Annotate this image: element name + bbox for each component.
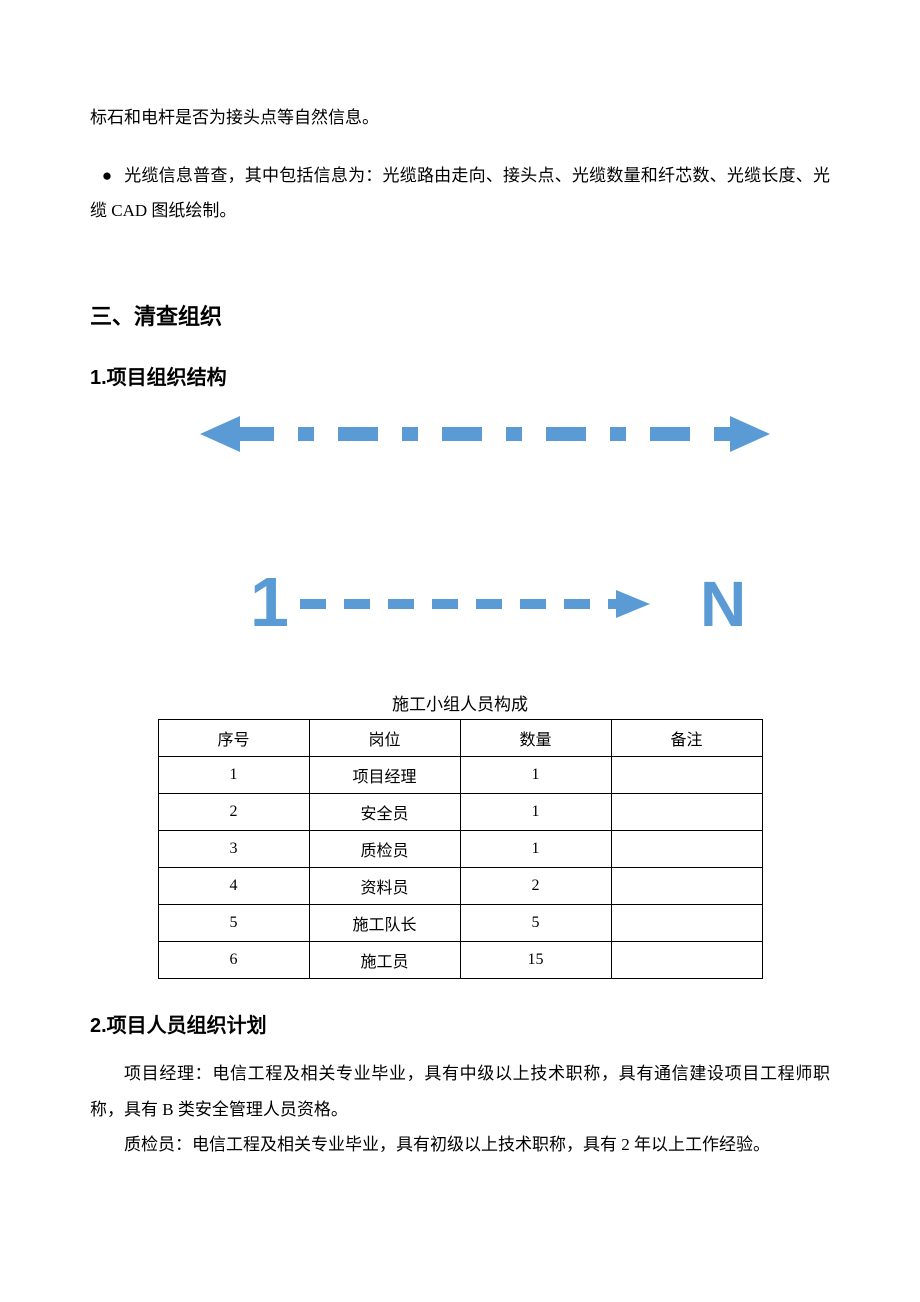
qc-label: 质检员： — [124, 1135, 192, 1154]
bullet-text: 光缆信息普查，其中包括信息为：光缆路由走向、接头点、光缆数量和纤芯数、光缆长度、… — [90, 166, 830, 221]
table-cell: 安全员 — [309, 794, 460, 831]
table-cell: 2 — [460, 868, 611, 905]
col-header-qty: 数量 — [460, 720, 611, 757]
paragraph-pm: 项目经理：电信工程及相关专业毕业，具有中级以上技术职称，具有通信建设项目工程师职… — [90, 1056, 830, 1127]
bullet-paragraph: ●光缆信息普查，其中包括信息为：光缆路由走向、接头点、光缆数量和纤芯数、光缆长度… — [90, 158, 830, 229]
table-row: 4资料员2 — [158, 868, 762, 905]
table-cell: 施工员 — [309, 942, 460, 979]
table-cell — [611, 905, 762, 942]
table-cell: 5 — [158, 905, 309, 942]
table-cell: 资料员 — [309, 868, 460, 905]
table-cell: 1 — [460, 757, 611, 794]
personnel-table: 序号 岗位 数量 备注 1项目经理12安全员13质检员14资料员25施工队长56… — [158, 719, 763, 979]
table-cell: 3 — [158, 831, 309, 868]
diagram-svg: 1N — [130, 404, 790, 654]
pm-label: 项目经理： — [124, 1064, 212, 1083]
table-cell: 1 — [158, 757, 309, 794]
table-cell: 质检员 — [309, 831, 460, 868]
col-header-seq: 序号 — [158, 720, 309, 757]
qc-text: 电信工程及相关专业毕业，具有初级以上技术职称，具有 2 年以上工作经验。 — [192, 1135, 770, 1154]
table-cell — [611, 794, 762, 831]
heading-subsection-2: 2.项目人员组织计划 — [90, 1009, 830, 1038]
table-cell — [611, 868, 762, 905]
table-row: 6施工员15 — [158, 942, 762, 979]
table-row: 5施工队长5 — [158, 905, 762, 942]
table-cell: 5 — [460, 905, 611, 942]
table-cell — [611, 831, 762, 868]
table-row: 2安全员1 — [158, 794, 762, 831]
table-cell: 15 — [460, 942, 611, 979]
document-page: 标石和电杆是否为接头点等自然信息。 ●光缆信息普查，其中包括信息为：光缆路由走向… — [0, 0, 920, 1302]
table-cell: 项目经理 — [309, 757, 460, 794]
table-cell: 2 — [158, 794, 309, 831]
org-structure-diagram: 1N — [130, 404, 790, 654]
table-cell — [611, 757, 762, 794]
paragraph-qc: 质检员：电信工程及相关专业毕业，具有初级以上技术职称，具有 2 年以上工作经验。 — [90, 1127, 830, 1163]
col-header-role: 岗位 — [309, 720, 460, 757]
table-row: 1项目经理1 — [158, 757, 762, 794]
col-header-note: 备注 — [611, 720, 762, 757]
table-cell — [611, 942, 762, 979]
table-cell: 施工队长 — [309, 905, 460, 942]
table-header-row: 序号 岗位 数量 备注 — [158, 720, 762, 757]
table-cell: 1 — [460, 794, 611, 831]
heading-section-3: 三、清查组织 — [90, 299, 830, 331]
svg-text:1: 1 — [250, 563, 289, 641]
table-cell: 1 — [460, 831, 611, 868]
paragraph-top: 标石和电杆是否为接头点等自然信息。 — [90, 100, 830, 136]
svg-text:N: N — [700, 568, 746, 640]
heading-subsection-1: 1.项目组织结构 — [90, 361, 830, 390]
table-cell: 4 — [158, 868, 309, 905]
table-row: 3质检员1 — [158, 831, 762, 868]
table-cell: 6 — [158, 942, 309, 979]
table-caption: 施工小组人员构成 — [90, 690, 830, 715]
bullet-marker-icon: ● — [90, 158, 124, 194]
